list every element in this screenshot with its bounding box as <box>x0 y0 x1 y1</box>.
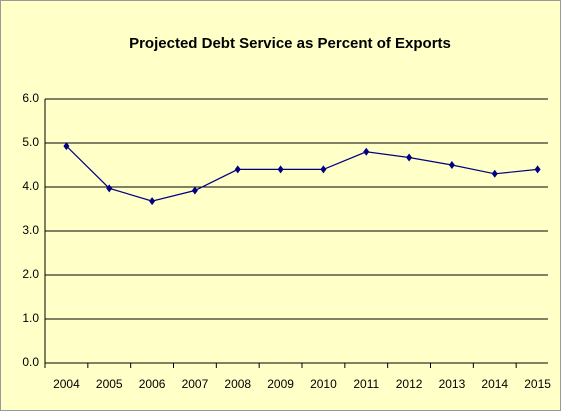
x-tick-label: 2013 <box>439 377 466 391</box>
marker <box>363 147 370 156</box>
marker <box>234 165 241 174</box>
marker <box>191 186 198 195</box>
x-tick-label: 2009 <box>267 377 294 391</box>
data-line <box>65 145 538 202</box>
marker <box>534 165 541 174</box>
marker <box>320 165 327 174</box>
x-tick-label: 2010 <box>310 377 337 391</box>
y-tick-label: 2.0 <box>22 267 39 281</box>
marker <box>149 197 156 206</box>
x-tick-label: 2015 <box>524 377 551 391</box>
y-tick-label: 6.0 <box>22 91 39 105</box>
marker <box>406 153 413 162</box>
x-tick-label: 2012 <box>396 377 423 391</box>
x-tick-label: 2011 <box>353 377 379 391</box>
y-tick-label: 4.0 <box>22 179 39 193</box>
x-tick-label: 2004 <box>53 377 80 391</box>
x-tick-label: 2006 <box>139 377 166 391</box>
y-tick-label: 3.0 <box>22 223 39 237</box>
y-tick-label: 0.0 <box>22 355 39 369</box>
x-tick-label: 2014 <box>481 377 508 391</box>
marker <box>106 184 113 193</box>
x-tick-label: 2007 <box>182 377 209 391</box>
marker <box>448 161 455 169</box>
chart-title: Projected Debt Service as Percent of Exp… <box>129 35 451 52</box>
marker <box>491 169 498 178</box>
y-tick-label: 1.0 <box>22 311 39 325</box>
x-tick-label: 2005 <box>96 377 123 391</box>
x-tick-label: 2008 <box>224 377 251 391</box>
y-tick-label: 5.0 <box>22 135 39 149</box>
marker <box>277 165 284 174</box>
marker <box>63 142 70 151</box>
